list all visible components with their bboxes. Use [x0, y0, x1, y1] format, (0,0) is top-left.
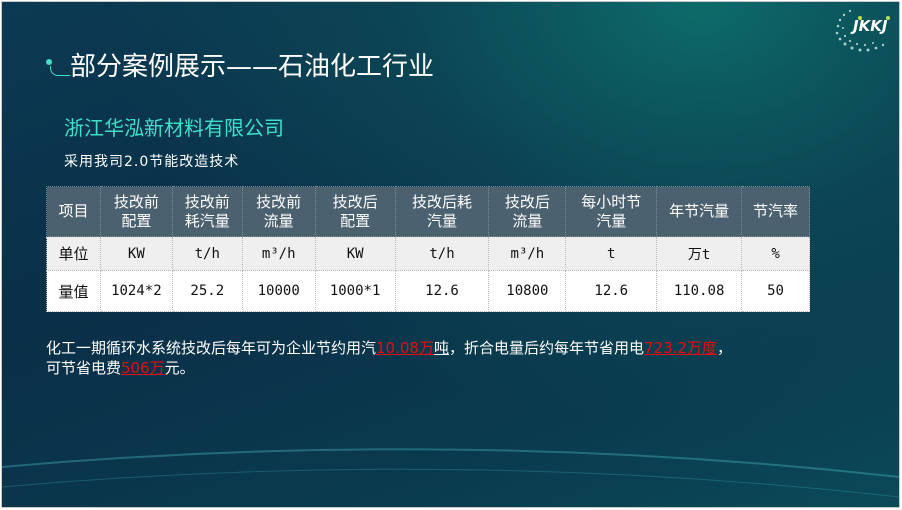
subtitle: 采用我司2.0节能改造技术: [64, 154, 240, 170]
table-cell: 10000: [241, 270, 316, 312]
table-cell: KW: [99, 236, 173, 271]
column-header-label: 节汽率: [753, 202, 799, 220]
table-cell: 10800: [488, 270, 567, 312]
summary-part: 吨: [433, 339, 449, 357]
table-cell: 25.2: [171, 270, 243, 312]
title-bullet-icon: [46, 59, 52, 65]
column-header-label: 技改后流量: [504, 192, 550, 230]
highlight-cost-saving: 506万: [121, 359, 165, 377]
column-header: 技改后耗汽量: [394, 186, 490, 237]
highlight-power-saving: 723.2万度: [644, 339, 717, 357]
table-cell: t/h: [394, 236, 490, 271]
table-row-unit: 单位 KW t/h m³/h KW t/h m³/h t 万t%: [46, 236, 810, 271]
column-header: 每小时节汽量: [565, 186, 658, 237]
summary-part: ，: [716, 339, 732, 357]
row-header: 量值: [46, 270, 101, 312]
summary-part: 元。: [164, 359, 195, 377]
table-cell: m³/h: [241, 236, 316, 271]
table-cell: m³/h: [488, 236, 567, 271]
title-decoration: [50, 66, 70, 76]
column-header-label: 技改前耗汽量: [184, 192, 230, 230]
summary-text: 化工一期循环水系统技改后每年可为企业节约用汽10.08万吨，折合电量后约每年节省…: [46, 338, 826, 378]
table-cell: 1024*2: [99, 270, 173, 312]
table-cell: 万t: [656, 236, 743, 271]
column-header: 技改前耗汽量: [171, 186, 243, 237]
column-header-label: 项目: [58, 202, 89, 220]
data-table: 项目 技改前配置 技改前耗汽量 技改前流量 技改后配置 技改后耗汽量 技改后流量 每小时节汽量…: [46, 186, 810, 312]
table-cell: 50: [741, 270, 810, 312]
table-cell: 12.6: [565, 270, 658, 312]
column-header-label: 技改后耗汽量: [411, 192, 472, 230]
table-cell: 12.6: [394, 270, 490, 312]
column-header: 技改前配置: [99, 186, 173, 237]
column-header: 节汽率: [741, 186, 810, 237]
highlight-steam-saving: 10.08万: [376, 339, 434, 357]
company-logo: [835, 9, 890, 52]
table-cell: KW: [314, 236, 396, 271]
column-header: 技改后配置: [314, 186, 396, 237]
column-header-label: 技改前配置: [113, 192, 159, 230]
table-cell: t: [565, 236, 658, 271]
row-header: 单位: [46, 236, 101, 271]
table-row-value: 量值 1024*2 25.2 10000 1000*1 12.6 10800 12.6 110.…: [46, 270, 810, 312]
summary-part: 可节省电费: [46, 359, 122, 377]
table-cell: 1000*1: [314, 270, 396, 312]
column-header: 年节汽量: [656, 186, 743, 237]
table-cell: 110.08: [656, 270, 743, 312]
column-header-label: 技改后配置: [332, 192, 378, 230]
column-header: 技改前流量: [241, 186, 316, 237]
table-header-row: 项目 技改前配置 技改前耗汽量 技改前流量 技改后配置 技改后耗汽量 技改后流量 每小时节汽量…: [46, 186, 810, 237]
table-cell: %: [741, 236, 810, 271]
column-header: 项目: [46, 186, 101, 237]
column-header-label: 年节汽量: [669, 202, 730, 220]
summary-part: ，折合电量后约每年节省用电: [448, 339, 644, 357]
table-cell: t/h: [171, 236, 243, 271]
company-name: 浙江华泓新材料有限公司: [64, 116, 284, 140]
summary-part: 化工一期循环水系统技改后每年可为企业节约用汽: [46, 339, 377, 357]
column-header: 技改后流量: [488, 186, 567, 237]
column-header-label: 每小时节汽量: [581, 192, 642, 230]
column-header-label: 技改前流量: [256, 192, 302, 230]
logo-text: JKKJ: [853, 17, 888, 35]
decorative-swoosh: [2, 448, 899, 498]
page-title: 部分案例展示——石油化工行业: [70, 52, 435, 82]
